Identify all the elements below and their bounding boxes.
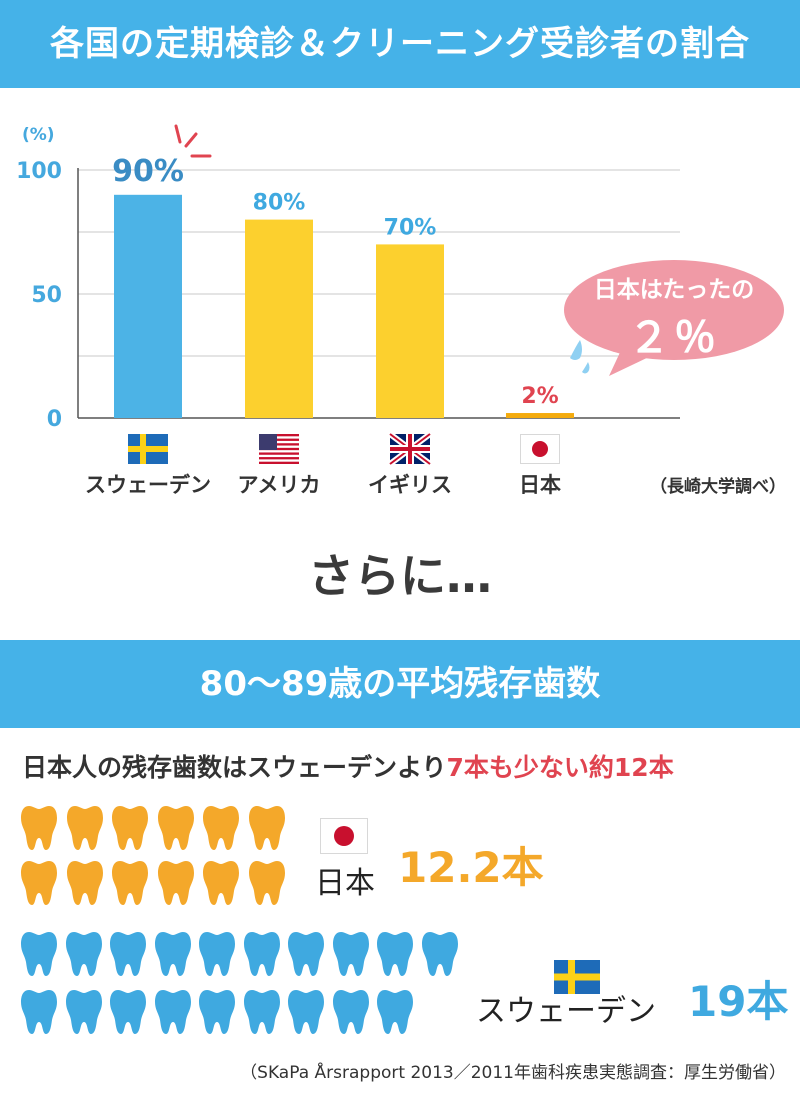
chart-title: 各国の定期検診＆クリーニング受診者の割合 [50, 24, 750, 64]
tooth-icon [198, 930, 236, 978]
x-tick-label: 日本 [519, 473, 561, 497]
tooth-icon [109, 988, 147, 1036]
chart-title-banner: 各国の定期検診＆クリーニング受診者の割合 [0, 0, 800, 88]
tooth-icon [202, 804, 240, 852]
callout-line2: ２％ [627, 313, 720, 362]
tooth-icon [157, 804, 195, 852]
tooth-icon [109, 930, 147, 978]
tooth-icon [332, 988, 370, 1036]
tooth-icon [65, 930, 103, 978]
tooth-icon [376, 930, 414, 978]
callout-bubble [564, 260, 784, 376]
chart-source: （長崎大学調べ） [650, 477, 786, 497]
japan-teeth-grid [20, 804, 293, 914]
tooth-icon [287, 988, 325, 1036]
bar [376, 244, 444, 418]
tooth-icon [243, 988, 281, 1036]
tooth-icon [66, 859, 104, 907]
section2-title: 80〜89歳の平均残存歯数 [199, 664, 601, 704]
japan-flag-icon [520, 434, 560, 464]
sweden-value: 19本 [688, 977, 789, 1026]
tooth-icon [20, 930, 58, 978]
japan-value: 12.2本 [398, 843, 544, 892]
data-label: 80% [253, 191, 306, 216]
japan-flag-icon [320, 818, 368, 854]
uk-flag-icon [388, 431, 432, 467]
tooth-icon [154, 988, 192, 1036]
emphasis-marks [174, 124, 212, 158]
tooth-icon [202, 859, 240, 907]
bar [245, 219, 313, 418]
sweden-flag-icon [554, 960, 600, 994]
japan-name: 日本 [315, 866, 375, 901]
tooth-icon [248, 859, 286, 907]
sweden-name: スウェーデン [476, 994, 656, 1029]
tooth-icon [154, 930, 192, 978]
tooth-icon [243, 930, 281, 978]
y-tick-label: 0 [47, 407, 62, 432]
summary-text: 日本人の残存歯数はスウェーデンより7本も少ない約12本 [22, 748, 674, 784]
tooth-icon [376, 988, 414, 1036]
x-tick-label: イギリス [368, 473, 452, 497]
summary-highlight: 7本も少ない約12本 [446, 753, 674, 782]
y-tick-label: 50 [31, 283, 62, 308]
callout-line1: 日本はたったの [593, 277, 755, 303]
tooth-icon [332, 930, 370, 978]
data-label: 2% [521, 384, 558, 409]
tooth-icon [287, 930, 325, 978]
tooth-icon [111, 804, 149, 852]
tooth-icon [157, 859, 195, 907]
bar [506, 413, 574, 418]
summary-prefix: 日本人の残存歯数はスウェーデンより [22, 753, 447, 782]
usa-flag-icon [259, 434, 299, 464]
y-unit-label: (%) [22, 125, 55, 145]
bar-chart: 0 50 100 90% スウェーデン 80% アメリカ 70% イギリス 2% 日本 [16, 124, 680, 497]
tooth-icon [20, 804, 58, 852]
sweden-teeth-grid [20, 930, 465, 1046]
tooth-icon [111, 859, 149, 907]
tooth-icon [20, 988, 58, 1036]
tooth-icon [421, 930, 459, 978]
tooth-icon [65, 988, 103, 1036]
x-tick-label: アメリカ [238, 473, 321, 497]
tooth-icon [198, 988, 236, 1036]
section2-source: （SKaPa Årsrapport 2013／2011年歯科疾患実態調査：厚生労… [240, 1063, 786, 1083]
bar [114, 194, 182, 418]
tooth-icon [66, 804, 104, 852]
transition-text: さらに… [308, 549, 492, 603]
data-label: 70% [384, 215, 437, 240]
section2-banner: 80〜89歳の平均残存歯数 [0, 640, 800, 728]
tooth-icon [20, 859, 58, 907]
y-tick-label: 100 [16, 159, 62, 184]
tooth-icon [248, 804, 286, 852]
sweat-drop-icon [570, 340, 590, 374]
sweden-flag-icon [128, 434, 168, 464]
x-tick-label: スウェーデン [85, 473, 211, 497]
data-label: 90% [112, 154, 184, 189]
